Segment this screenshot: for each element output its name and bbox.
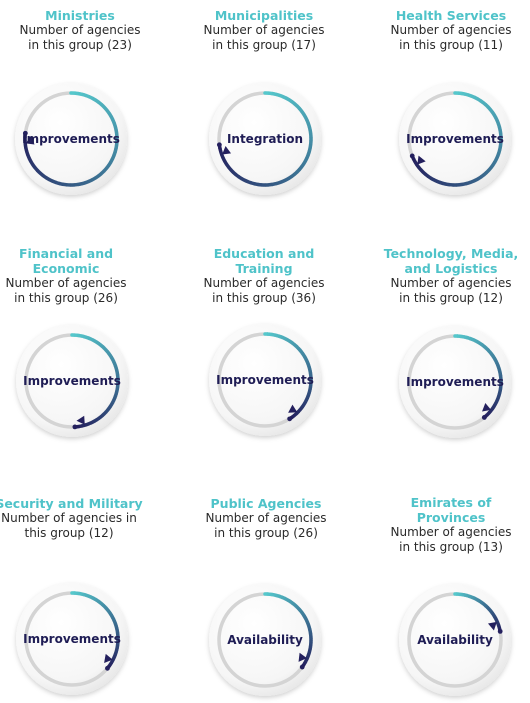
gauge-graphic: Availability	[399, 584, 511, 696]
arrow-icon	[25, 135, 35, 145]
arrow-icon	[487, 621, 497, 631]
arc-end-dot	[22, 130, 28, 136]
arc-end-dot	[72, 424, 78, 430]
group-description: Number of agencies in this group (12)	[1, 511, 137, 540]
gauge-face	[399, 83, 511, 195]
group-title: Education and Training	[213, 246, 315, 276]
group-card-financial-economic: Financial and Economic Number of agencies…	[0, 246, 151, 306]
gauge-label: Improvements	[406, 375, 504, 389]
gauge-label: Availability	[227, 633, 303, 647]
group-title: Health Services	[395, 8, 507, 23]
arrow-icon	[222, 145, 232, 155]
gauge-progress-arc	[263, 592, 313, 669]
group-title: Public Agencies	[210, 496, 322, 511]
gauge-graphic: Improvements	[209, 324, 321, 436]
gauge-progress-arc	[263, 332, 313, 421]
group-description: Number of agencies in this group (36)	[203, 276, 325, 305]
group-title: Ministries	[45, 8, 115, 23]
gauge-progress-arc	[217, 91, 313, 187]
gauge-progress-arc	[410, 91, 503, 187]
gauge-label: Availability	[417, 633, 493, 647]
arrow-icon	[482, 402, 492, 412]
group-description: Number of agencies in this group (23)	[19, 23, 141, 52]
gauge-municipalities: Integration	[203, 77, 327, 201]
group-card-security-military: Security and Military Number of agencies…	[0, 496, 154, 541]
gauge-progress-arc	[23, 91, 119, 187]
arc-end-dot	[105, 665, 110, 671]
gauge-graphic: Improvements	[15, 83, 127, 195]
gauge-face	[209, 584, 321, 696]
gauge-public-agencies: Availability	[203, 578, 327, 702]
group-description: Number of agencies in this group (13)	[390, 525, 512, 554]
group-card-municipalities: Municipalities Number of agencies in this…	[179, 8, 349, 53]
group-description: Number of agencies in this group (26)	[5, 276, 127, 305]
gauge-face	[15, 83, 127, 195]
arc-end-dot	[497, 628, 503, 634]
gauge-graphic: Availability	[209, 584, 321, 696]
gauge-label: Integration	[227, 132, 303, 146]
group-title: Emirates of Provinces	[410, 495, 492, 525]
gauge-progress-arc	[453, 592, 502, 634]
arrow-icon	[417, 155, 426, 165]
group-card-emirates-provinces: Emirates of Provinces Number of agencies i…	[366, 495, 530, 555]
arc-end-dot	[299, 664, 305, 670]
gauge-education-training: Improvements	[203, 318, 327, 442]
gauge-security-military: Improvements	[10, 577, 134, 701]
group-card-public-agencies: Public Agencies Number of agencies in thi…	[181, 496, 351, 541]
gauge-emirates-provinces: Availability	[393, 578, 517, 702]
gauge-graphic: Improvements	[399, 83, 511, 195]
gauge-progress-arc	[70, 333, 120, 429]
gauge-face	[399, 584, 511, 696]
arrow-icon	[288, 404, 298, 413]
group-title: Security and Military	[0, 496, 143, 511]
gauge-face	[16, 583, 128, 695]
group-description: Number of agencies in this group (17)	[203, 23, 325, 52]
arrow-icon	[104, 653, 113, 663]
arrow-icon	[76, 415, 85, 425]
gauge-label: Improvements	[22, 132, 120, 146]
group-description: Number of agencies in this group (11)	[390, 23, 512, 52]
group-card-education-training: Education and Training Number of agencies…	[179, 246, 349, 306]
group-title: Financial and Economic	[18, 246, 114, 276]
arc-end-dot	[481, 415, 487, 420]
gauge-face	[16, 325, 128, 437]
gauge-graphic: Improvements	[16, 325, 128, 437]
gauge-progress-arc	[453, 334, 503, 420]
gauge-label: Improvements	[23, 374, 121, 388]
group-card-technology-media-logistics: Technology, Media, and Logistics Number o…	[366, 246, 530, 306]
gauge-label: Improvements	[216, 373, 314, 387]
group-description: Number of agencies in this group (26)	[205, 511, 327, 540]
gauge-graphic: Improvements	[16, 583, 128, 695]
arc-end-dot	[216, 142, 222, 148]
gauge-label: Improvements	[406, 132, 504, 146]
gauge-financial-economic: Improvements	[10, 319, 134, 443]
group-title: Technology, Media, and Logistics	[383, 246, 519, 276]
gauge-graphic: Improvements	[399, 326, 511, 438]
gauge-ministries: Improvements	[9, 77, 133, 201]
arc-end-dot	[287, 416, 293, 422]
group-card-ministries: Ministries Number of agencies in this gro…	[0, 8, 165, 53]
gauge-health-services: Improvements	[393, 77, 517, 201]
group-description: Number of agencies in this group (12)	[390, 276, 512, 305]
arrow-icon	[298, 652, 307, 662]
gauge-face	[209, 83, 321, 195]
group-title: Municipalities	[214, 8, 314, 23]
group-card-health-services: Health Services Number of agencies in thi…	[366, 8, 530, 53]
gauge-label: Improvements	[23, 632, 121, 646]
gauge-graphic: Integration	[209, 83, 321, 195]
arc-end-dot	[409, 153, 415, 159]
gauge-technology-media-logistics: Improvements	[393, 320, 517, 444]
